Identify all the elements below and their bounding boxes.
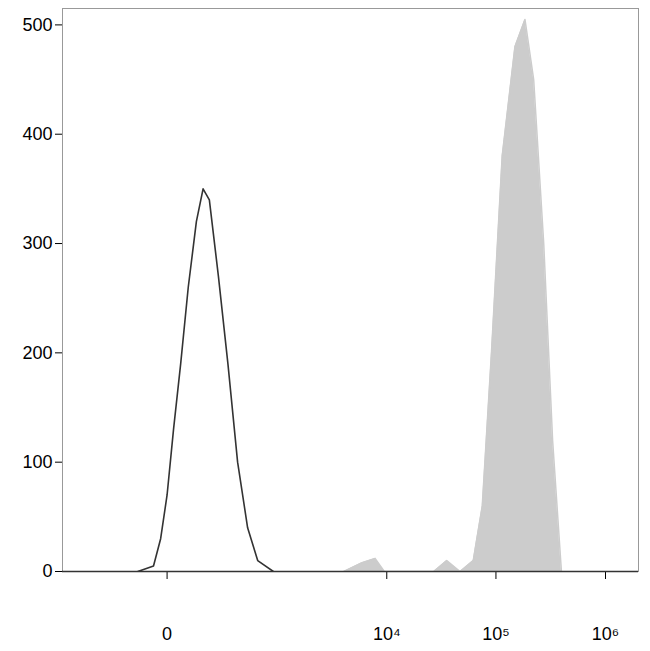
svg-text:200: 200 (22, 343, 52, 363)
svg-text:0: 0 (42, 561, 52, 581)
svg-text:10⁶: 10⁶ (592, 624, 619, 644)
svg-text:500: 500 (22, 15, 52, 35)
svg-text:300: 300 (22, 233, 52, 253)
svg-text:0: 0 (162, 624, 172, 644)
svg-text:100: 100 (22, 452, 52, 472)
svg-text:10⁵: 10⁵ (482, 624, 509, 644)
svg-text:400: 400 (22, 124, 52, 144)
svg-text:10⁴: 10⁴ (373, 624, 401, 644)
